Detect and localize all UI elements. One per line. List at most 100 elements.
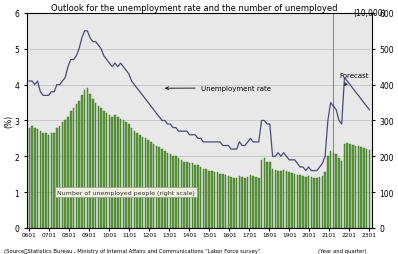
Bar — [89, 94, 91, 228]
Bar — [128, 124, 130, 228]
Bar — [272, 169, 273, 228]
Bar — [137, 133, 138, 228]
Bar — [336, 155, 337, 228]
Bar — [134, 132, 135, 228]
Bar — [302, 176, 304, 228]
Bar — [92, 100, 94, 228]
Text: (Source）Statistics Bureau , Ministry of Internal Affairs and Communications “Lab: (Source）Statistics Bureau , Ministry of … — [4, 248, 261, 253]
Bar — [297, 175, 298, 228]
Bar — [147, 140, 149, 228]
Bar — [217, 173, 218, 228]
Bar — [48, 135, 49, 228]
Bar — [59, 126, 60, 228]
Bar — [277, 171, 279, 228]
Bar — [51, 133, 52, 228]
Bar — [117, 117, 119, 228]
Bar — [39, 132, 41, 228]
Bar — [78, 101, 80, 228]
Bar — [266, 162, 268, 228]
Bar — [269, 163, 271, 228]
Bar — [289, 173, 290, 228]
Bar — [29, 128, 30, 228]
Bar — [316, 178, 318, 228]
Bar — [330, 151, 332, 228]
Bar — [98, 107, 99, 228]
Text: Number of unemployed people (right scale): Number of unemployed people (right scale… — [57, 190, 195, 195]
Bar — [37, 130, 38, 228]
Bar — [156, 146, 157, 228]
Bar — [31, 126, 33, 228]
Bar — [95, 103, 96, 228]
Bar — [131, 128, 133, 228]
Bar — [275, 170, 276, 228]
Bar — [222, 174, 224, 228]
Bar — [225, 175, 226, 228]
Bar — [360, 148, 362, 228]
Bar — [349, 144, 351, 228]
Bar — [219, 174, 221, 228]
Bar — [291, 174, 293, 228]
Bar — [252, 176, 254, 228]
Text: Forecast: Forecast — [339, 73, 369, 86]
Bar — [114, 116, 116, 228]
Bar — [183, 162, 185, 228]
Bar — [73, 108, 74, 228]
Bar — [62, 123, 63, 228]
Bar — [189, 164, 190, 228]
Text: (Year and quarter): (Year and quarter) — [318, 248, 367, 253]
Bar — [181, 160, 182, 228]
Bar — [357, 147, 359, 228]
Bar — [211, 171, 213, 228]
Bar — [175, 157, 177, 228]
Bar — [324, 173, 326, 228]
Bar — [70, 112, 72, 228]
Bar — [111, 117, 113, 228]
Bar — [109, 116, 110, 228]
Bar — [205, 169, 207, 228]
Bar — [200, 167, 201, 228]
Bar — [286, 172, 287, 228]
Bar — [103, 112, 105, 228]
Bar — [208, 171, 210, 228]
Bar — [327, 157, 329, 228]
Bar — [319, 177, 320, 228]
Bar — [228, 176, 229, 228]
Bar — [310, 177, 312, 228]
Bar — [150, 142, 152, 228]
Bar — [338, 158, 340, 228]
Bar — [172, 157, 174, 228]
Bar — [294, 174, 295, 228]
Bar — [67, 117, 69, 228]
Bar — [308, 176, 309, 228]
Text: Outlook for the unemployment rate and the number of unemployed: Outlook for the unemployment rate and th… — [51, 4, 338, 13]
Bar — [106, 114, 107, 228]
Y-axis label: (%): (%) — [4, 114, 13, 128]
Bar — [120, 119, 121, 228]
Bar — [64, 121, 66, 228]
Bar — [170, 155, 171, 228]
Bar — [164, 151, 166, 228]
Bar — [56, 128, 58, 228]
Bar — [283, 170, 285, 228]
Bar — [45, 133, 47, 228]
Bar — [194, 166, 196, 228]
Bar — [76, 105, 77, 228]
Bar — [81, 96, 82, 228]
Bar — [250, 175, 251, 228]
Bar — [139, 135, 140, 228]
Bar — [258, 178, 259, 228]
Bar — [100, 108, 102, 228]
Bar — [123, 121, 124, 228]
Bar — [186, 162, 187, 228]
Bar — [197, 166, 199, 228]
Bar — [53, 133, 55, 228]
Bar — [263, 158, 265, 228]
Bar — [344, 144, 345, 228]
Bar — [305, 177, 306, 228]
Bar — [236, 179, 237, 228]
Bar — [167, 153, 168, 228]
Bar — [230, 177, 232, 228]
Bar — [192, 164, 193, 228]
Bar — [347, 143, 348, 228]
Bar — [84, 91, 85, 228]
